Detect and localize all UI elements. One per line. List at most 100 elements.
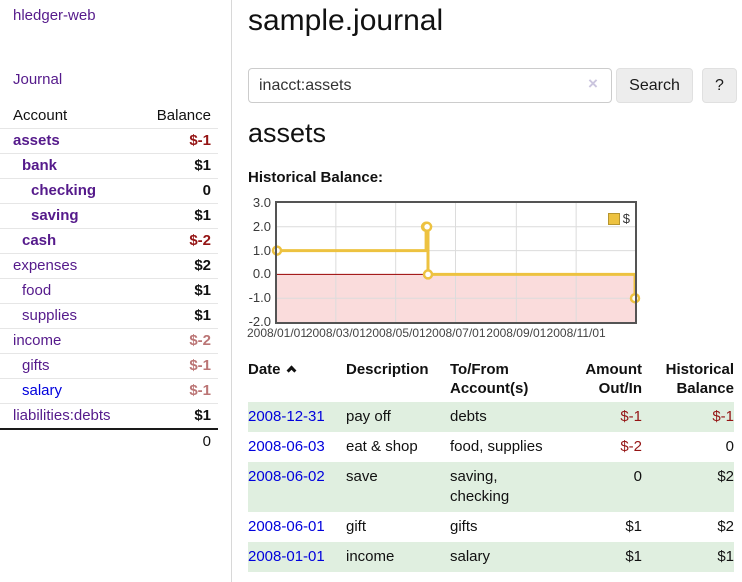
register-row: 2008-01-01 income salary $1 $1	[248, 542, 734, 572]
account-link-liabilities-debts[interactable]: liabilities:debts	[13, 407, 111, 424]
account-heading: assets	[248, 118, 327, 148]
clear-search-icon[interactable]: ×	[588, 74, 598, 93]
accounts-total-row: 0	[0, 428, 218, 454]
register-row: 2008-06-01 gift gifts $1 $2	[248, 512, 734, 542]
x-axis-tick: 2008/11/01	[546, 326, 606, 340]
account-link-assets[interactable]: assets	[13, 132, 60, 149]
transaction-date-link[interactable]: 2008-06-03	[248, 438, 325, 455]
transaction-amount: $-1	[560, 402, 642, 432]
transaction-description: save	[346, 462, 450, 512]
search-input[interactable]	[248, 68, 612, 103]
account-link-income[interactable]: income	[13, 332, 62, 349]
y-axis-tick: 1.0	[252, 242, 271, 258]
transaction-amount: $1	[625, 518, 642, 535]
transaction-accounts: salary	[450, 542, 560, 572]
column-header-balance: Historical Balance	[665, 361, 734, 397]
y-axis-tick: -1.0	[248, 290, 271, 306]
account-column-header: Account	[13, 107, 68, 124]
register-header-row: Date Description To/From Account(s) Amou…	[248, 356, 734, 402]
sidebar-item-journal[interactable]: Journal	[13, 71, 63, 88]
transaction-accounts: saving, checking	[450, 462, 560, 512]
y-axis-tick: 3.0	[252, 195, 271, 210]
account-row: saving $1	[0, 203, 218, 228]
chart-canvas	[271, 201, 641, 324]
transaction-date-link[interactable]: 2008-06-02	[248, 468, 325, 485]
search-button[interactable]: Search	[616, 68, 693, 103]
account-balance: $1	[194, 207, 211, 224]
transaction-description: income	[346, 542, 450, 572]
accounts-table-header: Account Balance	[0, 104, 218, 128]
transaction-date-link[interactable]: 2008-01-01	[248, 548, 325, 565]
y-axis-tick: 0.0	[252, 266, 271, 282]
transaction-description: eat & shop	[346, 438, 418, 455]
search-form: × Search ?	[248, 68, 742, 103]
sort-ascending-icon	[286, 365, 296, 376]
chart-title: Historical Balance:	[248, 169, 384, 186]
x-axis-tick: 2008/07/01	[425, 326, 486, 340]
register-row: 2008-06-02 save saving, checking 0 $2	[248, 462, 734, 512]
account-link-checking[interactable]: checking	[31, 182, 97, 199]
account-row: expenses $2	[0, 253, 218, 278]
y-axis-tick: 2.0	[252, 218, 271, 234]
register-table: Date Description To/From Account(s) Amou…	[248, 356, 734, 572]
column-header-date[interactable]: Date	[248, 356, 346, 402]
account-link-salary[interactable]: salary	[22, 382, 63, 399]
account-row: liabilities:debts $1	[0, 403, 218, 428]
x-axis-tick: 2008/09/01	[486, 326, 547, 340]
account-link-food[interactable]: food	[22, 282, 52, 299]
transaction-amount: 0	[560, 462, 642, 512]
account-link-bank[interactable]: bank	[22, 157, 58, 174]
column-header-accounts: To/From Account(s)	[450, 361, 529, 397]
transaction-accounts: debts	[450, 402, 560, 432]
legend-swatch-icon	[607, 212, 620, 225]
account-balance: $1	[194, 307, 211, 324]
app-brand-link[interactable]: hledger-web	[13, 7, 96, 24]
account-row: supplies $1	[0, 303, 218, 328]
account-row: gifts $-1	[0, 353, 218, 378]
x-axis-tick: 2008/05/01	[365, 326, 426, 340]
account-link-gifts[interactable]: gifts	[22, 357, 50, 374]
chart-legend: $	[606, 211, 631, 226]
transaction-balance: $1	[642, 542, 734, 572]
legend-label: $	[622, 211, 630, 226]
column-header-amount: Amount Out/In	[585, 361, 642, 397]
account-row: income $-2	[0, 328, 218, 353]
account-row: bank $1	[0, 153, 218, 178]
x-axis-tick: 2008/03/01	[305, 326, 366, 340]
account-link-saving[interactable]: saving	[31, 207, 79, 224]
account-balance: 0	[202, 182, 211, 199]
transaction-balance: $2	[717, 518, 734, 535]
help-button[interactable]: ?	[702, 68, 737, 103]
accounts-balance-table: Account Balance assets $-1 bank $1 check…	[0, 104, 218, 454]
account-balance: $-1	[189, 132, 211, 149]
page-title: sample.journal	[248, 4, 444, 37]
sidebar: hledger-web Journal Account Balance asse…	[0, 0, 232, 582]
account-balance: $1	[194, 407, 211, 424]
y-axis-tick: -2.0	[248, 314, 271, 329]
account-row: assets $-1	[0, 128, 218, 153]
transaction-balance: $-1	[642, 402, 734, 432]
account-balance: $-1	[189, 357, 211, 374]
account-link-cash[interactable]: cash	[22, 232, 57, 249]
transaction-date-link[interactable]: 2008-12-31	[248, 408, 325, 425]
accounts-total-value: 0	[202, 433, 211, 450]
historical-balance-chart: 3.0 2.0 1.0 0.0 -1.0 -2.0 2008/01/01 2008/03/0…	[247, 195, 641, 340]
register-row: 2008-06-03 eat & shop food, supplies $-2…	[248, 432, 734, 462]
account-link-expenses[interactable]: expenses	[13, 257, 78, 274]
account-link-supplies[interactable]: supplies	[22, 307, 78, 324]
x-axis-tick: 2008/01/01	[246, 326, 308, 340]
account-balance: $-2	[189, 232, 211, 249]
transaction-date-link[interactable]: 2008-06-01	[248, 518, 325, 535]
transaction-accounts: gifts	[450, 518, 478, 535]
transaction-amount: $-2	[620, 438, 642, 455]
column-header-description: Description	[346, 361, 429, 378]
account-row: checking 0	[0, 178, 218, 203]
account-row: cash $-2	[0, 228, 218, 253]
account-balance: $-2	[189, 332, 211, 349]
transaction-amount: $1	[560, 542, 642, 572]
account-row: salary $-1	[0, 378, 218, 403]
register-row: 2008-12-31 pay off debts $-1 $-1	[248, 402, 734, 432]
account-balance: $-1	[189, 382, 211, 399]
account-balance: $2	[194, 257, 211, 274]
